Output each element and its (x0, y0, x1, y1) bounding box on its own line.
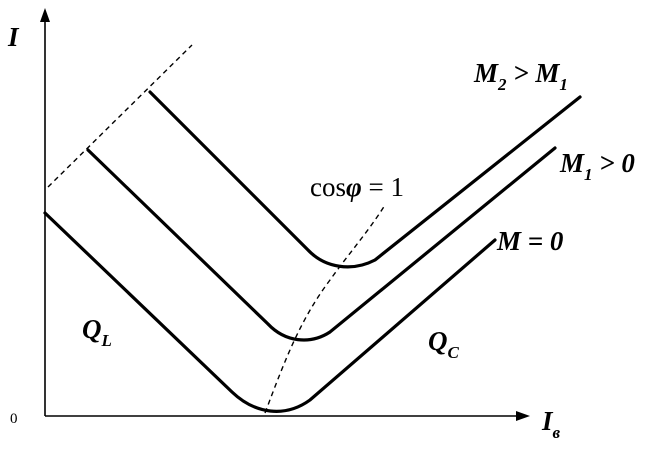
y-arrow (40, 8, 50, 22)
label-sub: L (101, 331, 112, 350)
label-part: M (559, 148, 585, 178)
label-sub: C (448, 343, 460, 362)
label-part: M = 0 (496, 226, 564, 256)
label-part: Q (428, 326, 448, 356)
unity-label: cosφ = 1 (310, 172, 404, 202)
y-axis-label: I (7, 22, 20, 52)
curve-label: M = 0 (496, 226, 564, 256)
label-sub: 1 (584, 165, 593, 184)
label-part: > M (507, 58, 561, 88)
unity-pf-line (264, 204, 386, 414)
origin-label: 0 (10, 411, 18, 427)
region-label: QC (428, 326, 460, 362)
curve-m1 (86, 146, 557, 342)
curve-label: M1 > 0 (559, 148, 635, 184)
label-part: > 0 (593, 148, 636, 178)
label-part: cos (310, 172, 346, 202)
x-axis-label: Iв (541, 406, 561, 442)
label-sub: 2 (497, 75, 507, 94)
label-sub: 1 (559, 75, 568, 94)
label-sub: в (553, 423, 561, 442)
curve-label: M2 > M1 (473, 58, 568, 94)
label-part: Q (82, 314, 102, 344)
region-label: QL (82, 314, 112, 350)
curve-m2 (148, 90, 582, 269)
stability-limit (47, 44, 193, 188)
label-part: φ (346, 172, 362, 202)
label-part: = 1 (362, 172, 404, 202)
label-part: I (541, 406, 554, 436)
label-part: M (473, 58, 499, 88)
curve-m0 (43, 211, 497, 413)
x-arrow (516, 411, 530, 421)
